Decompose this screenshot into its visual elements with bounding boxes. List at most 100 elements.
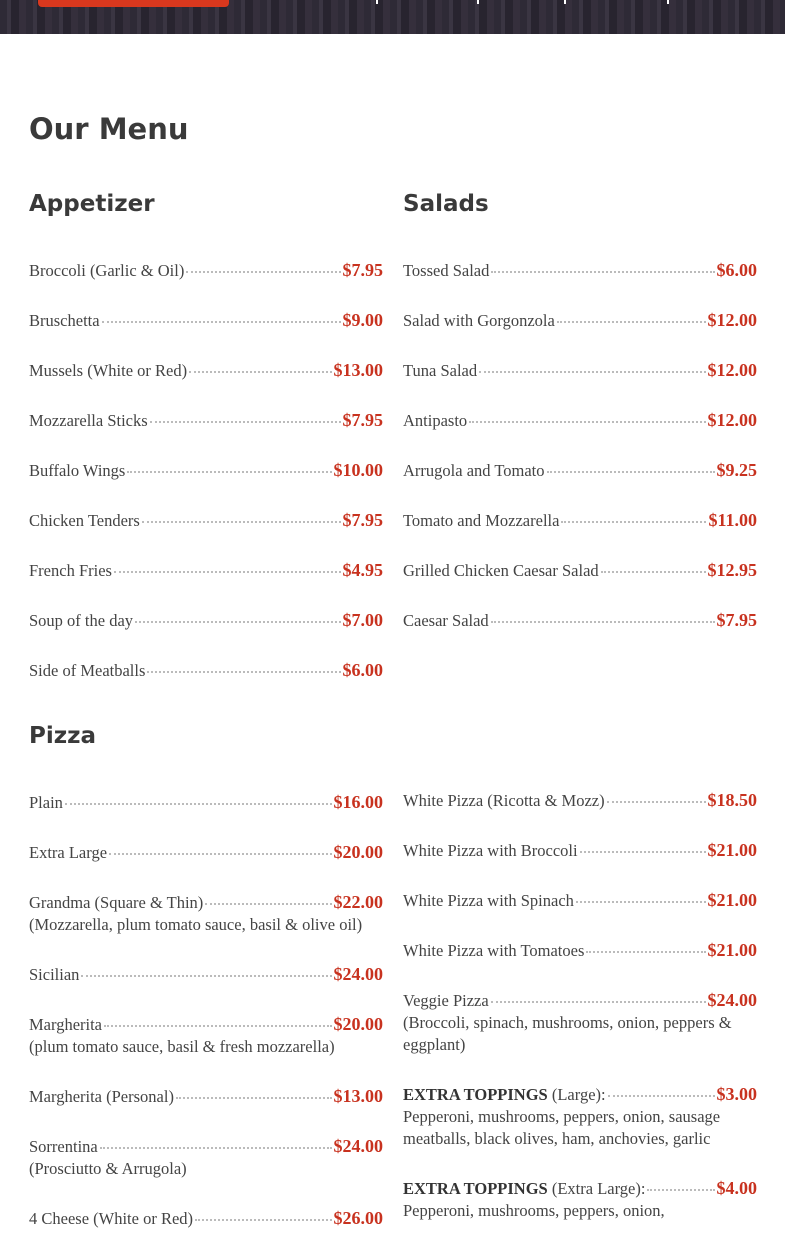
- dot-leader: [99, 1147, 332, 1149]
- menu-item: Soup of the day $7.00: [29, 609, 383, 632]
- item-name: Tomato and Mozzarella: [403, 511, 560, 530]
- header-bar: [0, 0, 785, 34]
- item-description: (Mozzarella, plum tomato sauce, basil & …: [29, 915, 363, 934]
- menu-item: Broccoli (Garlic & Oil) $7.95: [29, 259, 383, 282]
- item-price: $21.00: [707, 890, 758, 910]
- item-name: Caesar Salad: [403, 611, 489, 630]
- item-description: Pepperoni, mushrooms, peppers, onion, sa…: [403, 1107, 721, 1148]
- item-price: $24.00: [707, 990, 758, 1010]
- menu-item: White Pizza with Spinach $21.00: [403, 889, 757, 912]
- item-name: (Large):: [547, 1085, 606, 1104]
- item-label-bold: EXTRA TOPPINGS: [403, 1179, 548, 1198]
- item-name: Tuna Salad: [403, 361, 478, 380]
- dot-leader: [491, 271, 715, 273]
- menu-item: French Fries $4.95: [29, 559, 383, 582]
- nav-separator: [477, 0, 479, 4]
- item-name: Margherita (Personal): [29, 1087, 174, 1106]
- menu-item: White Pizza with Tomatoes $21.00: [403, 939, 757, 962]
- menu-item: White Pizza (Ricotta & Mozz) $18.50: [403, 789, 757, 812]
- item-name: Broccoli (Garlic & Oil): [29, 261, 185, 280]
- item-price: $12.95: [707, 560, 758, 580]
- dot-leader: [135, 621, 341, 623]
- item-price: $24.00: [333, 1136, 384, 1156]
- item-price: $18.50: [707, 790, 758, 810]
- section-heading: Appetizer: [29, 191, 155, 217]
- item-price: $6.00: [716, 260, 758, 280]
- menu-item: Grandma (Square & Thin) $22.00 (Mozzarella…: [29, 891, 383, 936]
- item-price: $7.95: [342, 510, 384, 530]
- section-heading: [403, 721, 757, 789]
- menu-item: Grilled Chicken Caesar Salad $12.95: [403, 559, 757, 582]
- item-label-bold: EXTRA TOPPINGS: [403, 1085, 548, 1104]
- item-name: Grilled Chicken Caesar Salad: [403, 561, 599, 580]
- menu-item: Margherita (Personal) $13.00: [29, 1085, 383, 1108]
- menu-item: Mozzarella Sticks $7.95: [29, 409, 383, 432]
- section-heading: Salads: [403, 191, 489, 217]
- dot-leader: [647, 1189, 715, 1191]
- dot-leader: [561, 521, 707, 523]
- item-name: White Pizza (Ricotta & Mozz): [403, 791, 605, 810]
- section-pizza: Pizza Plain $16.00 Extra Large $20.00 Grandma…: [29, 721, 383, 1257]
- item-name: Extra Large: [29, 843, 108, 862]
- item-price: $7.00: [342, 610, 384, 630]
- dot-leader: [606, 801, 706, 803]
- menu-item: Arrugola and Tomato $9.25: [403, 459, 757, 482]
- menu-item: EXTRA TOPPINGS (Large): $3.00 Pepperoni, m…: [403, 1083, 757, 1150]
- item-name: Mozzarella Sticks: [29, 411, 148, 430]
- dot-leader: [556, 321, 706, 323]
- item-name: White Pizza with Broccoli: [403, 841, 578, 860]
- dot-leader: [101, 321, 341, 323]
- item-name: Soup of the day: [29, 611, 134, 630]
- item-name: Plain: [29, 793, 63, 812]
- item-price: $12.00: [707, 410, 758, 430]
- item-price: $20.00: [333, 842, 384, 862]
- item-name: French Fries: [29, 561, 112, 580]
- menu-item: Side of Meatballs $6.00: [29, 659, 383, 682]
- menu-item: Tomato and Mozzarella $11.00: [403, 509, 757, 532]
- item-price: $24.00: [333, 964, 384, 984]
- header-button[interactable]: [38, 0, 229, 7]
- item-name: Side of Meatballs: [29, 661, 146, 680]
- dot-leader: [195, 1219, 332, 1221]
- dot-leader: [600, 571, 706, 573]
- dot-leader: [104, 1025, 332, 1027]
- dot-leader: [189, 371, 332, 373]
- item-name: Arrugola and Tomato: [403, 461, 545, 480]
- menu-item: EXTRA TOPPINGS (Extra Large): $4.00 Pepper…: [403, 1177, 757, 1222]
- item-description: (Prosciutto & Arrugola): [29, 1159, 187, 1178]
- menu-item: White Pizza with Broccoli $21.00: [403, 839, 757, 862]
- dot-leader: [579, 851, 706, 853]
- menu-item: Chicken Tenders $7.95: [29, 509, 383, 532]
- item-price: $9.25: [716, 460, 758, 480]
- item-name: 4 Cheese (White or Red): [29, 1209, 194, 1228]
- nav-separator: [667, 0, 669, 4]
- menu-item: 4 Cheese (White or Red) $26.00: [29, 1207, 383, 1230]
- item-name: Margherita: [29, 1015, 103, 1034]
- dot-leader: [81, 975, 332, 977]
- item-price: $21.00: [707, 940, 758, 960]
- item-name: White Pizza with Tomatoes: [403, 941, 585, 960]
- dot-leader: [175, 1097, 332, 1099]
- item-name: White Pizza with Spinach: [403, 891, 574, 910]
- menu-item: Extra Large $20.00: [29, 841, 383, 864]
- dot-leader: [109, 853, 332, 855]
- dot-leader: [205, 903, 332, 905]
- menu-item: Buffalo Wings $10.00: [29, 459, 383, 482]
- item-price: $4.95: [342, 560, 384, 580]
- item-name: Salad with Gorgonzola: [403, 311, 555, 330]
- section-appetizer: Appetizer Broccoli (Garlic & Oil) $7.95 Bru…: [29, 189, 383, 709]
- menu-item: Tuna Salad $12.00: [403, 359, 757, 382]
- dot-leader: [479, 371, 706, 373]
- item-price: $22.00: [333, 892, 384, 912]
- dot-leader: [127, 471, 332, 473]
- item-price: $7.95: [342, 260, 384, 280]
- item-price: $13.00: [333, 1086, 384, 1106]
- item-price: $4.00: [716, 1178, 758, 1198]
- dot-leader: [575, 901, 706, 903]
- item-price: $6.00: [342, 660, 384, 680]
- item-description: (Broccoli, spinach, mushrooms, onion, pe…: [403, 1013, 732, 1054]
- item-name: Buffalo Wings: [29, 461, 126, 480]
- page-title: Our Menu: [29, 112, 189, 146]
- item-name: Grandma (Square & Thin): [29, 893, 204, 912]
- item-price: $16.00: [333, 792, 384, 812]
